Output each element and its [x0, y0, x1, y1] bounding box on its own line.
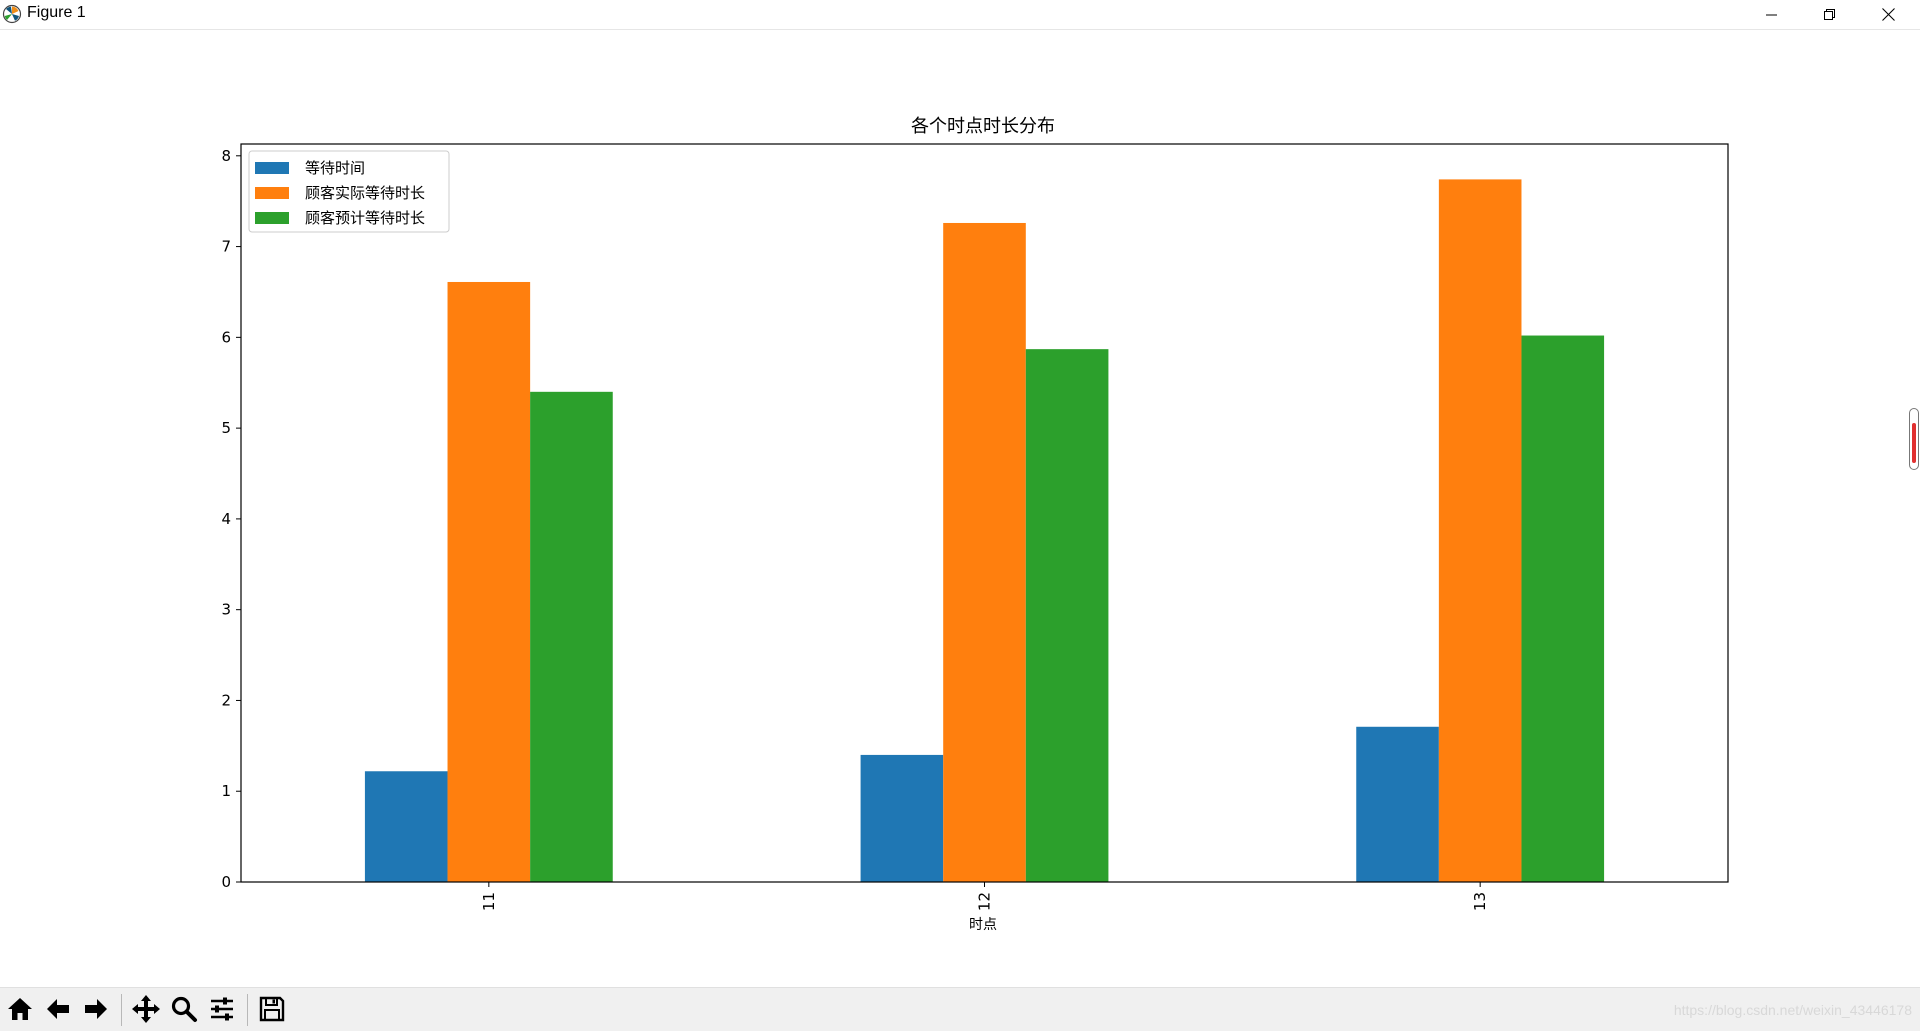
configure-subplots-button[interactable]	[205, 992, 239, 1026]
bar	[447, 281, 531, 882]
forward-button[interactable]	[79, 992, 113, 1026]
legend-label: 等待时间	[305, 159, 365, 177]
x-tick-label: 11	[480, 892, 498, 911]
y-tick-label: 4	[221, 510, 231, 528]
y-tick-label: 2	[221, 691, 231, 709]
bar	[364, 771, 448, 882]
y-tick-label: 8	[221, 147, 231, 165]
minimize-icon	[1766, 14, 1777, 15]
bar	[1356, 726, 1439, 882]
zoom-icon	[171, 996, 197, 1022]
toolbar-separator	[121, 994, 122, 1026]
legend-label: 顾客实际等待时长	[305, 184, 425, 202]
figure-canvas: 各个时点时长分布 时点 0 1 2 3 4 5 6 7 8 11 12 13 等待时间 顾客实际等待时长…	[0, 30, 1920, 987]
bar	[1438, 179, 1522, 882]
y-tick-label: 0	[221, 873, 231, 891]
back-button[interactable]	[41, 992, 75, 1026]
home-icon	[8, 998, 32, 1020]
x-axis-label: 时点	[969, 917, 997, 933]
legend-swatch	[255, 212, 289, 224]
zoom-button[interactable]	[167, 992, 201, 1026]
back-icon	[47, 999, 69, 1019]
legend-swatch	[255, 162, 289, 174]
bar	[1025, 349, 1109, 882]
bars-layer	[364, 179, 1605, 883]
bar	[860, 754, 944, 882]
home-button[interactable]	[3, 992, 37, 1026]
legend-label: 顾客预计等待时长	[305, 209, 425, 227]
y-tick-label: 1	[221, 782, 231, 800]
bar	[943, 222, 1026, 882]
x-tick-label: 13	[1471, 892, 1489, 911]
legend-box	[248, 150, 450, 233]
save-button[interactable]	[255, 992, 289, 1026]
pan-button[interactable]	[129, 992, 163, 1026]
configure-subplots-icon	[211, 997, 233, 1021]
watermark: https://blog.csdn.net/weixin_43446178	[1673, 1002, 1912, 1018]
restore-button[interactable]	[1801, 0, 1859, 29]
y-tick-label: 5	[221, 419, 231, 437]
scroll-indicator[interactable]	[1909, 408, 1919, 470]
chart-title: 各个时点时长分布	[911, 116, 1055, 137]
restore-icon	[1824, 8, 1835, 20]
close-icon	[1881, 8, 1895, 21]
window-title: Figure 1	[27, 4, 86, 21]
legend-swatch	[255, 187, 289, 199]
save-icon	[259, 996, 285, 1022]
bar	[530, 391, 613, 882]
x-tick-label: 12	[976, 892, 994, 911]
bar	[1521, 335, 1605, 883]
close-button[interactable]	[1859, 0, 1917, 29]
minimize-button[interactable]	[1743, 0, 1801, 29]
y-tick-label: 6	[221, 328, 231, 346]
toolbar-separator	[247, 994, 248, 1026]
y-tick-label: 7	[221, 238, 231, 256]
y-tick-label: 3	[221, 601, 231, 619]
matplotlib-logo-icon	[2, 4, 22, 24]
forward-icon	[85, 999, 107, 1019]
pan-icon	[132, 995, 160, 1023]
navigation-toolbar	[0, 987, 1920, 1031]
window-titlebar: Figure 1	[0, 0, 1920, 30]
